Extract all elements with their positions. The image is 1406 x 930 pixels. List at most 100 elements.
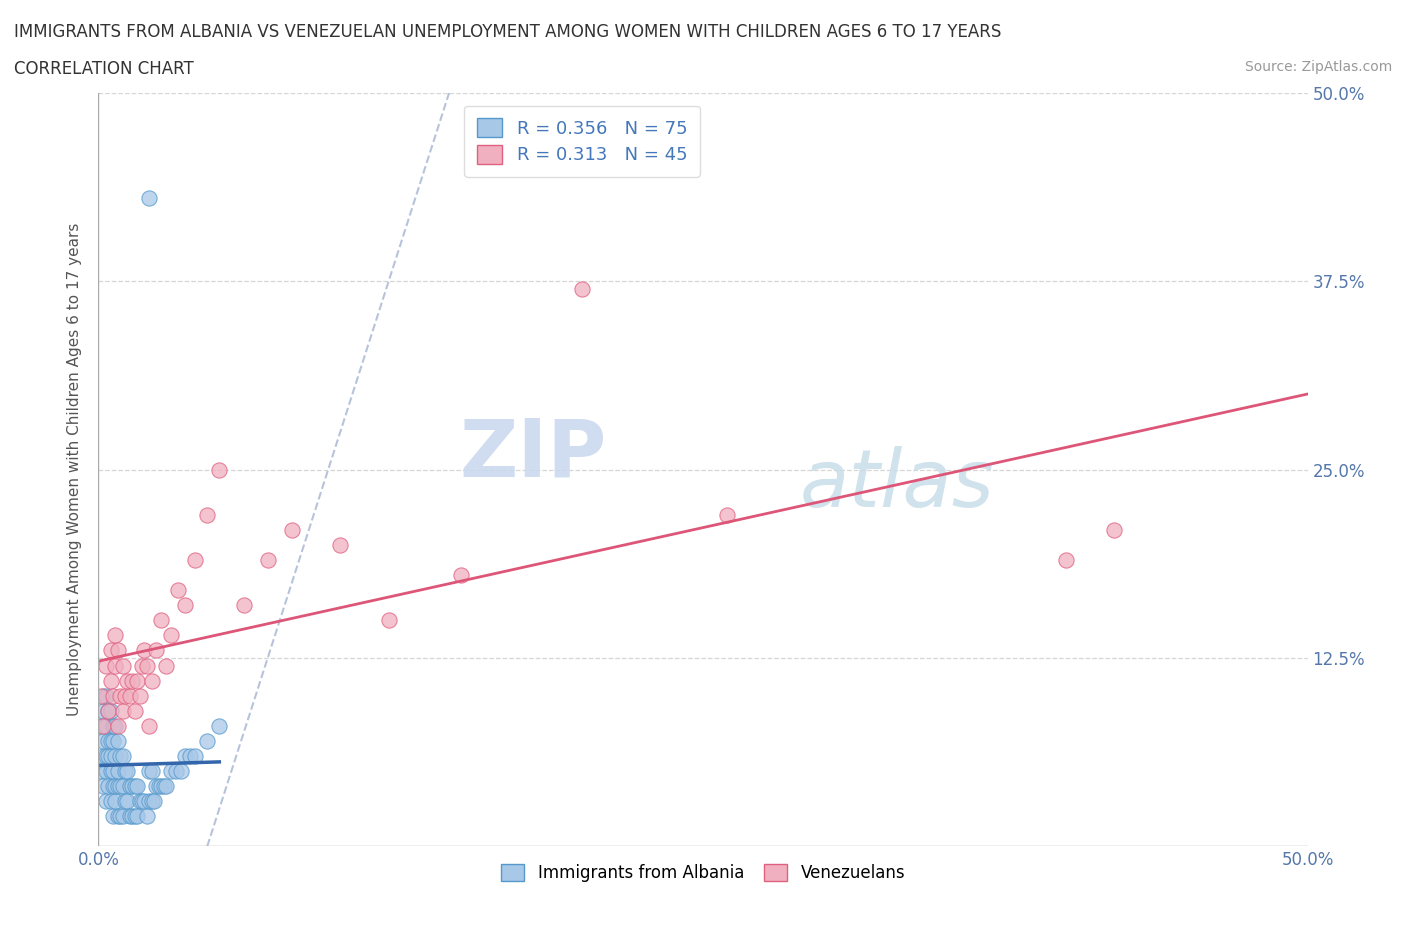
Point	[1054, 552, 1077, 567]
Point	[100, 764, 122, 778]
Point	[195, 734, 218, 749]
Point	[124, 703, 146, 718]
Point	[97, 734, 120, 749]
Point	[121, 673, 143, 688]
Point	[208, 462, 231, 477]
Point	[141, 673, 163, 688]
Point	[90, 688, 112, 703]
Point	[148, 778, 170, 793]
Point	[101, 764, 124, 778]
Point	[179, 749, 201, 764]
Text: Source: ZipAtlas.com: Source: ZipAtlas.com	[1244, 60, 1392, 74]
Point	[131, 658, 153, 673]
Point	[104, 628, 127, 643]
Point	[108, 809, 131, 824]
Point	[174, 598, 197, 613]
Point	[155, 778, 177, 793]
Text: IMMIGRANTS FROM ALBANIA VS VENEZUELAN UNEMPLOYMENT AMONG WOMEN WITH CHILDREN AGE: IMMIGRANTS FROM ALBANIA VS VENEZUELAN UN…	[14, 23, 1001, 41]
Point	[117, 764, 139, 778]
Point	[329, 538, 352, 552]
Point	[208, 718, 231, 733]
Point	[155, 658, 177, 673]
Point	[143, 793, 166, 808]
Point	[94, 749, 117, 764]
Point	[107, 718, 129, 733]
Point	[138, 793, 160, 808]
Point	[108, 778, 131, 793]
Point	[450, 567, 472, 582]
Point	[571, 282, 593, 297]
Point	[150, 613, 173, 628]
Point	[121, 778, 143, 793]
Point	[114, 793, 136, 808]
Point	[107, 734, 129, 749]
Point	[100, 703, 122, 718]
Point	[111, 658, 134, 673]
Point	[160, 764, 183, 778]
Point	[100, 749, 122, 764]
Point	[97, 749, 120, 764]
Point	[256, 552, 278, 567]
Point	[128, 688, 150, 703]
Point	[100, 643, 122, 658]
Point	[104, 749, 127, 764]
Point	[184, 552, 207, 567]
Point	[100, 793, 122, 808]
Point	[145, 778, 167, 793]
Point	[138, 718, 160, 733]
Point	[108, 688, 131, 703]
Text: atlas: atlas	[800, 445, 994, 524]
Point	[97, 778, 120, 793]
Point	[100, 734, 122, 749]
Point	[104, 778, 127, 793]
Point	[114, 688, 136, 703]
Text: CORRELATION CHART: CORRELATION CHART	[14, 60, 194, 78]
Point	[127, 673, 149, 688]
Point	[97, 703, 120, 718]
Point	[128, 793, 150, 808]
Point	[104, 658, 127, 673]
Point	[127, 809, 149, 824]
Point	[169, 764, 191, 778]
Point	[138, 764, 160, 778]
Point	[107, 778, 129, 793]
Point	[377, 613, 399, 628]
Point	[174, 749, 197, 764]
Point	[118, 809, 141, 824]
Point	[195, 508, 218, 523]
Point	[111, 749, 134, 764]
Point	[124, 809, 146, 824]
Point	[90, 718, 112, 733]
Point	[1102, 523, 1125, 538]
Point	[107, 809, 129, 824]
Point	[107, 764, 129, 778]
Point	[152, 778, 174, 793]
Point	[107, 643, 129, 658]
Point	[131, 793, 153, 808]
Point	[94, 793, 117, 808]
Point	[117, 793, 139, 808]
Point	[94, 718, 117, 733]
Point	[138, 191, 160, 206]
Point	[101, 809, 124, 824]
Point	[135, 658, 157, 673]
Point	[127, 778, 149, 793]
Point	[101, 734, 124, 749]
Point	[117, 673, 139, 688]
Point	[100, 673, 122, 688]
Point	[101, 778, 124, 793]
Point	[134, 793, 156, 808]
Point	[150, 778, 173, 793]
Point	[97, 703, 120, 718]
Point	[281, 523, 304, 538]
Point	[160, 628, 183, 643]
Point	[111, 778, 134, 793]
Point	[232, 598, 254, 613]
Point	[141, 793, 163, 808]
Point	[94, 688, 117, 703]
Y-axis label: Unemployment Among Women with Children Ages 6 to 17 years: Unemployment Among Women with Children A…	[67, 223, 83, 716]
Point	[91, 718, 114, 733]
Point	[91, 778, 114, 793]
Point	[716, 508, 738, 523]
Point	[111, 703, 134, 718]
